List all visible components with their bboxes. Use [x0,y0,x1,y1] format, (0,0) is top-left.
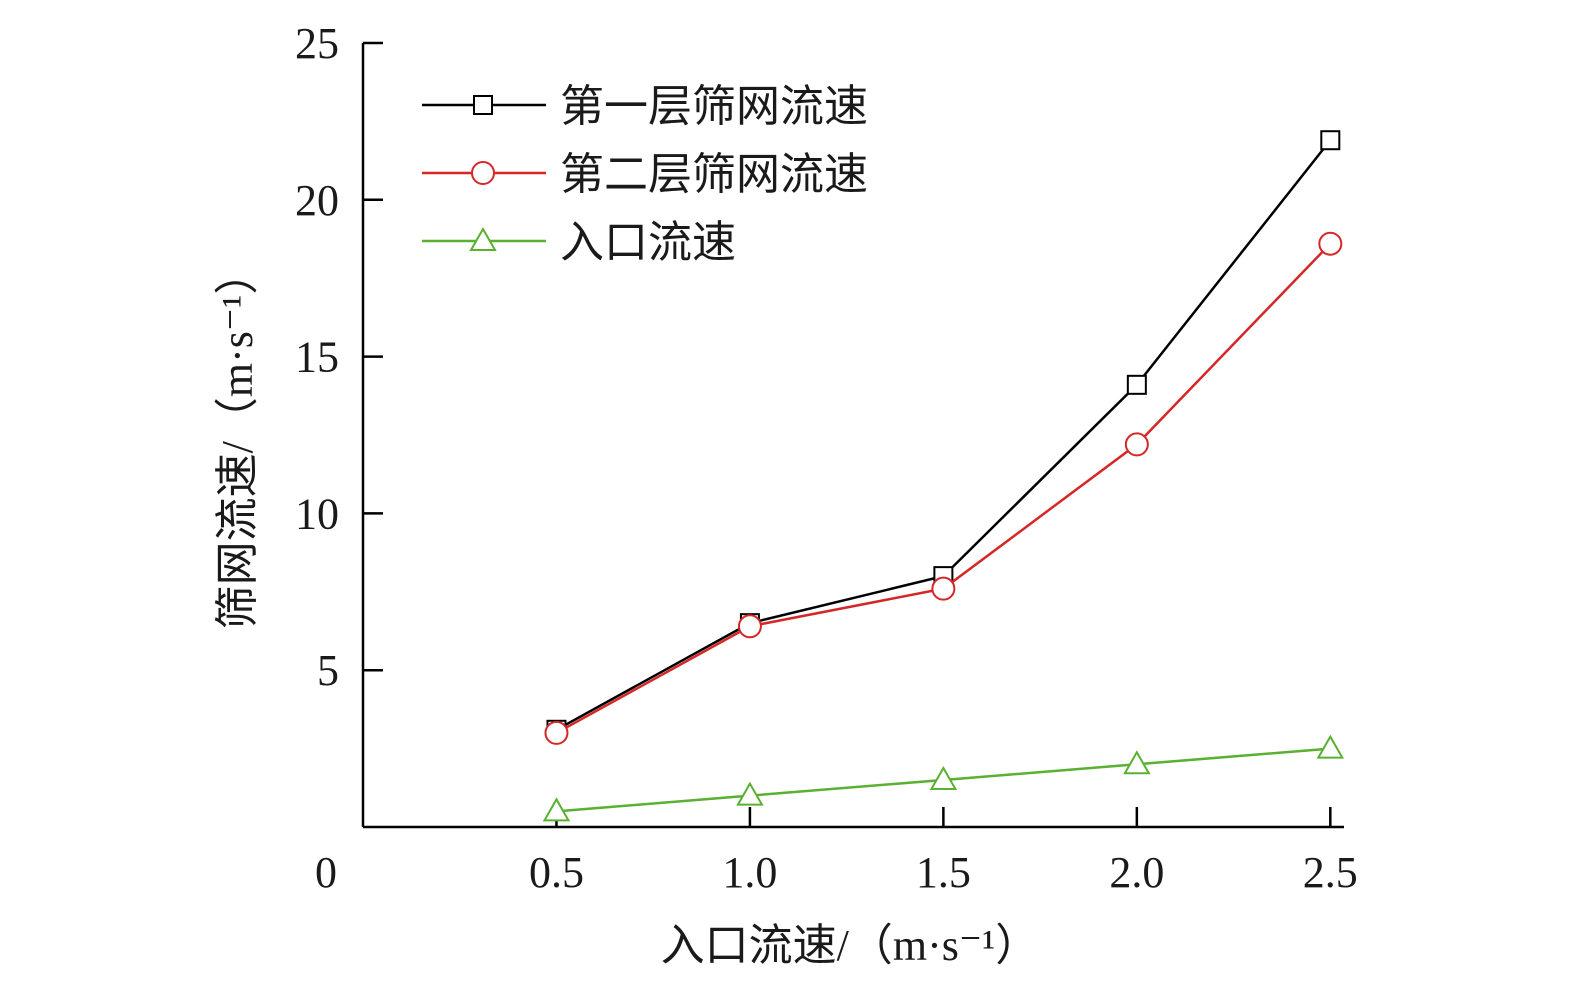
legend-marker [473,95,493,115]
data-point [1316,734,1345,759]
data-point [1126,374,1147,395]
legend-item: 入口流速 [422,218,736,267]
y-ticks: 5 10 15 20 25 [295,19,383,695]
y-tick-label: 5 [317,646,339,695]
legend-item: 第二层筛网流速 [422,150,868,199]
data-point [1124,432,1149,457]
legend-label: 第二层筛网流速 [560,150,868,199]
x-tick-label: 0.5 [529,848,584,897]
series-circle [544,231,1343,745]
data-point [544,720,569,745]
series-layer [542,130,1345,822]
series-line [555,242,1332,735]
data-point [737,614,762,639]
origin-label: 0 [315,848,337,897]
legend-label: 入口流速 [560,218,736,267]
data-point [1123,750,1151,775]
legend-label: 第一层筛网流速 [560,82,868,131]
y-tick-label: 15 [295,333,339,382]
data-point [929,765,958,790]
data-point [736,781,764,806]
y-tick-label: 20 [295,176,339,225]
legend-marker [471,161,495,185]
y-tick-label: 25 [295,19,339,68]
legend-item: 第一层筛网流速 [422,82,868,131]
x-tick-label: 1.0 [722,848,777,897]
legend-marker [469,226,497,251]
y-tick-label: 10 [295,489,339,538]
data-point [931,576,956,601]
x-axis-title: 入口流速/（m·s⁻¹） [661,921,1040,970]
series-triangle [542,734,1345,822]
x-tick-label: 2.5 [1303,848,1358,897]
data-point [1318,231,1343,256]
y-axis-title: 筛网流速/（m·s⁻¹） [213,251,262,630]
data-point [542,797,571,822]
axes [361,43,1344,829]
data-point [1320,130,1341,151]
x-tick-label: 2.0 [1109,848,1164,897]
x-tick-label: 1.5 [916,848,971,897]
x-ticks: 0.5 1.0 1.5 2.0 2.5 [529,807,1358,897]
